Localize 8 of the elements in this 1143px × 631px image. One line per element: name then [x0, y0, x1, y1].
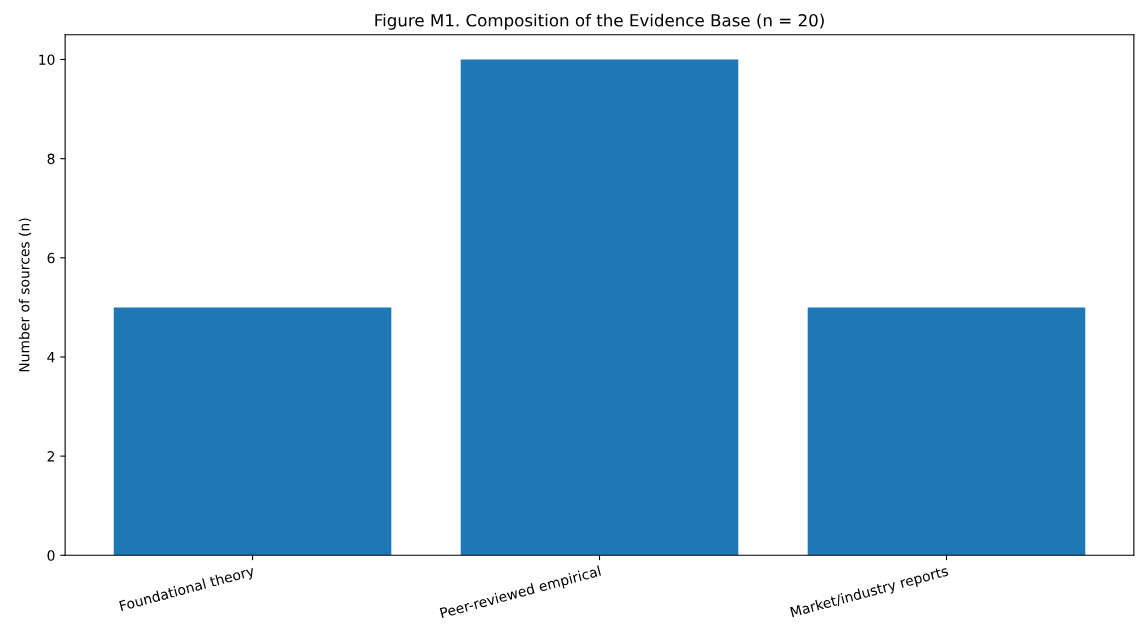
y-tick-label: 10	[39, 54, 55, 65]
chart-title: Figure M1. Composition of the Evidence Base (n = 20)	[375, 13, 824, 30]
y-tick-label: 6	[47, 252, 55, 264]
y-tick-label: 0	[47, 550, 55, 561]
y-tick-label: 4	[47, 352, 55, 363]
y-axis-title: Number of sources (n)	[18, 218, 32, 372]
y-tick-label: 8	[47, 153, 55, 165]
y-tick-label: 2	[47, 451, 55, 462]
